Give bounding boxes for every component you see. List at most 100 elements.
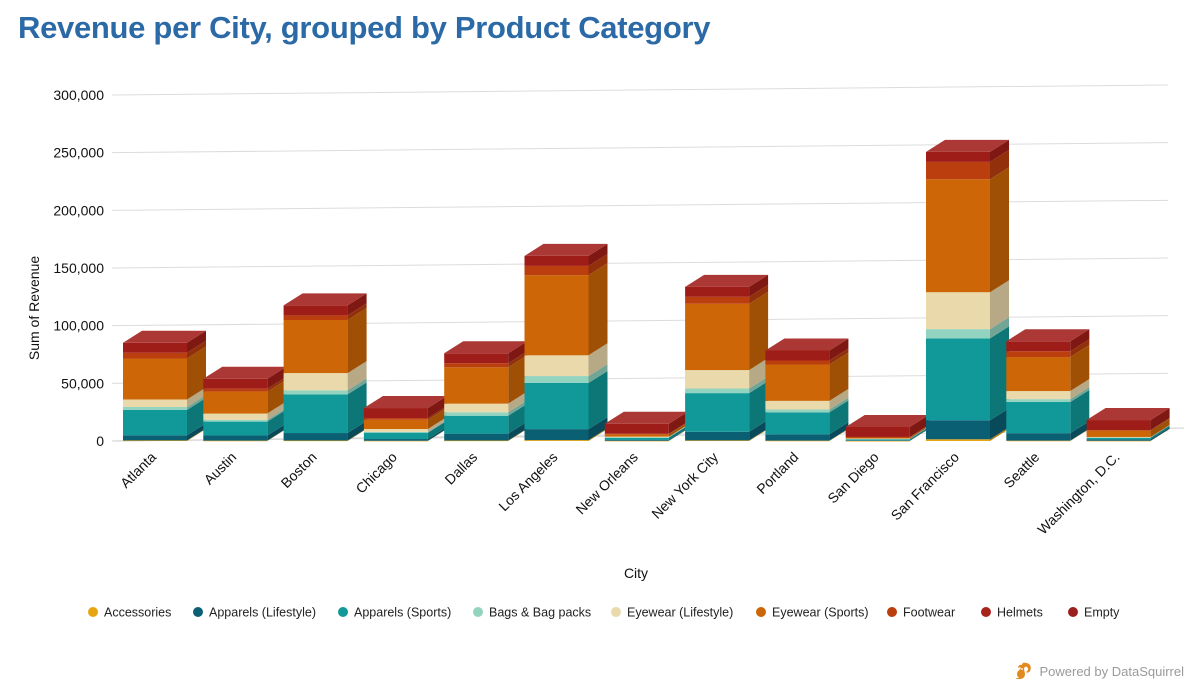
bar-segment-footwear[interactable] (123, 352, 187, 359)
bar-group-new-orleans[interactable] (604, 411, 688, 442)
bar-segment-eyewear-sports[interactable] (203, 391, 268, 414)
bar-segment-accessories[interactable] (123, 440, 187, 442)
bar-segment-footwear[interactable] (1006, 351, 1071, 358)
bar-segment-footwear[interactable] (926, 161, 990, 180)
bar-segment-eyewear-lifestyle[interactable] (1006, 391, 1071, 400)
bar-segment-footwear[interactable] (1086, 430, 1151, 431)
bar-segment-eyewear-lifestyle[interactable] (283, 373, 348, 391)
bar-segment-apparels-lifestyle[interactable] (444, 433, 509, 441)
bar-segment-apparels-sports[interactable] (283, 394, 348, 434)
bar-segment-apparels-sports[interactable] (363, 432, 428, 440)
bar-segment-apparels-sports[interactable] (1086, 437, 1151, 440)
bar-segment-accessories[interactable] (845, 440, 910, 442)
bar-segment-eyewear-sports[interactable] (1086, 430, 1151, 437)
bar-segment-apparels-sports[interactable] (926, 338, 990, 421)
bar-segment-apparels-lifestyle[interactable] (845, 440, 910, 441)
bar-segment-eyewear-lifestyle[interactable] (685, 370, 750, 389)
bar-segment-bags-bag-packs[interactable] (524, 376, 589, 383)
bar-group-atlanta[interactable] (123, 330, 206, 442)
bar-segment-bags-bag-packs[interactable] (444, 412, 509, 416)
bar-segment-eyewear-sports[interactable] (604, 434, 669, 437)
bar-segment-bags-bag-packs[interactable] (604, 437, 669, 438)
bar-segment-bags-bag-packs[interactable] (845, 438, 910, 440)
bar-group-san-diego[interactable] (845, 414, 929, 442)
bar-segment-apparels-sports[interactable] (765, 412, 830, 435)
bar-group-austin[interactable] (203, 366, 287, 442)
bar-segment-eyewear-lifestyle[interactable] (203, 413, 268, 420)
bar-segment-eyewear-sports[interactable] (444, 367, 509, 404)
bar-segment-apparels-lifestyle[interactable] (1006, 433, 1071, 441)
bar-segment-accessories[interactable] (283, 440, 348, 442)
bar-segment-bags-bag-packs[interactable] (283, 390, 348, 395)
bar-group-portland[interactable] (765, 338, 849, 442)
legend-item-apparels-sports[interactable]: Apparels (Sports) (338, 606, 451, 620)
legend-item-bags-bag-packs[interactable]: Bags & Bag packs (473, 606, 591, 620)
legend-item-helmets[interactable]: Helmets (981, 606, 1043, 620)
bar-segment-apparels-sports[interactable] (845, 439, 910, 441)
powered-by-footer[interactable]: Powered by DataSquirrel (1013, 661, 1184, 681)
bar-segment-accessories[interactable] (604, 440, 669, 442)
bar-group-san-francisco[interactable] (926, 139, 1009, 441)
bar-group-washington-d-c[interactable] (1086, 408, 1170, 442)
bar-group-chicago[interactable] (363, 396, 447, 442)
legend[interactable]: Accessories Apparels (Lifestyle) Apparels … (88, 606, 1120, 620)
legend-item-footwear[interactable]: Footwear (887, 606, 955, 620)
bar-group-dallas[interactable] (444, 341, 528, 442)
bar-segment-eyewear-sports[interactable] (845, 437, 910, 439)
bar-segment-eyewear-lifestyle[interactable] (845, 438, 910, 440)
bar-segment-accessories[interactable] (524, 440, 589, 441)
bar-group-los-angeles[interactable] (524, 243, 608, 441)
bar-segment-accessories[interactable] (765, 440, 830, 442)
bar-segment-apparels-sports[interactable] (123, 409, 187, 436)
bar-segment-footwear[interactable] (283, 315, 348, 321)
bar-group-boston[interactable] (283, 293, 367, 442)
bar-segment-eyewear-sports[interactable] (926, 179, 990, 293)
legend-item-eyewear-sports[interactable]: Eyewear (Sports) (756, 606, 869, 620)
bar-segment-apparels-sports[interactable] (604, 437, 669, 440)
bar-segment-bags-bag-packs[interactable] (123, 406, 187, 410)
legend-item-empty[interactable]: Empty (1068, 606, 1120, 620)
bar-segment-bags-bag-packs[interactable] (926, 329, 990, 339)
bar-segment-bags-bag-packs[interactable] (363, 431, 428, 433)
bar-group-new-york-city[interactable] (685, 274, 769, 442)
legend-item-eyewear-lifestyle[interactable]: Eyewear (Lifestyle) (611, 606, 733, 620)
bar-segment-apparels-sports[interactable] (1006, 402, 1071, 434)
legend-item-accessories[interactable]: Accessories (88, 606, 171, 620)
bar-segment-apparels-lifestyle[interactable] (765, 434, 830, 441)
bar-segment-eyewear-sports[interactable] (363, 419, 428, 430)
bar-segment-apparels-lifestyle[interactable] (363, 439, 428, 441)
bar-segment-accessories[interactable] (685, 440, 750, 442)
bar-segment-footwear[interactable] (604, 433, 669, 435)
bar-segment-footwear[interactable] (203, 388, 268, 392)
bar-segment-apparels-sports[interactable] (524, 382, 589, 430)
bar-segment-apparels-lifestyle[interactable] (524, 429, 589, 441)
bar-segment-eyewear-lifestyle[interactable] (123, 399, 187, 407)
bar-segment-eyewear-sports[interactable] (1006, 357, 1071, 392)
bar-group-seattle[interactable] (1006, 329, 1090, 442)
bar-segment-apparels-lifestyle[interactable] (926, 420, 990, 440)
bar-segment-apparels-sports[interactable] (444, 415, 509, 434)
bar-segment-eyewear-sports[interactable] (283, 320, 348, 374)
bar-segment-bags-bag-packs[interactable] (1006, 399, 1071, 403)
legend-item-apparels-lifestyle[interactable]: Apparels (Lifestyle) (193, 606, 316, 620)
bar-segment-apparels-sports[interactable] (203, 421, 268, 436)
bar-segment-bags-bag-packs[interactable] (765, 409, 830, 413)
bar-segment-footwear[interactable] (765, 360, 830, 365)
bar-segment-apparels-lifestyle[interactable] (685, 431, 750, 441)
bar-segment-footwear[interactable] (685, 296, 750, 304)
bar-segment-eyewear-lifestyle[interactable] (604, 436, 669, 438)
bar-segment-bags-bag-packs[interactable] (1086, 437, 1151, 439)
bar-segment-accessories[interactable] (1086, 440, 1151, 442)
bar-segment-apparels-lifestyle[interactable] (123, 435, 187, 441)
bar-segment-apparels-lifestyle[interactable] (604, 439, 669, 441)
bar-segment-accessories[interactable] (926, 439, 990, 441)
bar-segment-eyewear-sports[interactable] (123, 358, 187, 400)
bar-segment-eyewear-lifestyle[interactable] (765, 400, 830, 410)
bar-segment-apparels-sports[interactable] (685, 393, 750, 432)
bar-segment-accessories[interactable] (1006, 440, 1071, 442)
bar-segment-apparels-lifestyle[interactable] (203, 435, 268, 441)
bar-segment-footwear[interactable] (363, 418, 428, 420)
bar-segment-eyewear-lifestyle[interactable] (1086, 436, 1151, 438)
bar-segment-eyewear-sports[interactable] (765, 364, 830, 401)
bar-segment-eyewear-sports[interactable] (685, 303, 750, 371)
